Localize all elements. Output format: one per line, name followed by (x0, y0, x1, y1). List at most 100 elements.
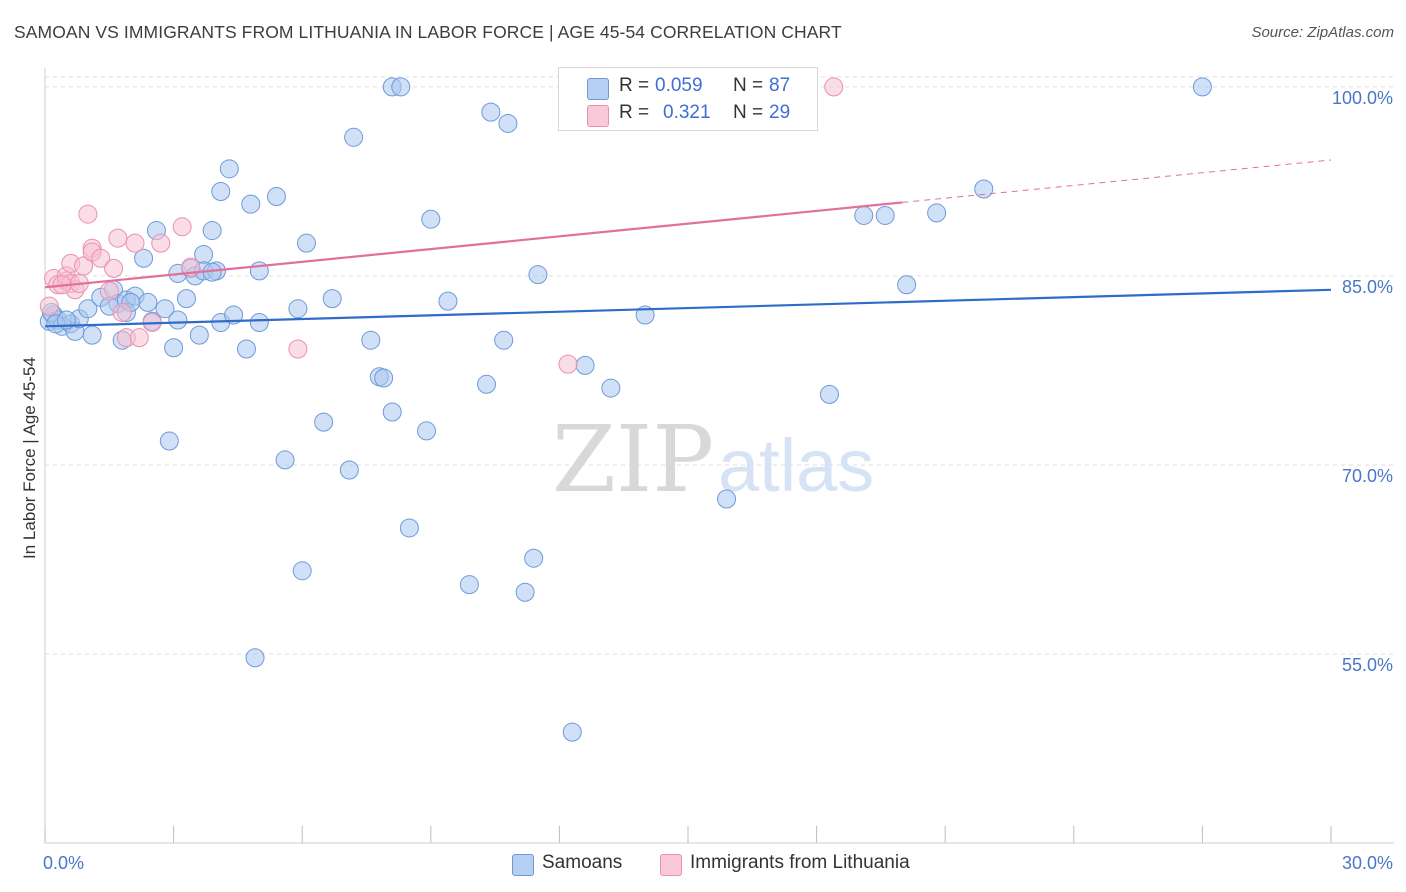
samoan-point (421, 209, 441, 229)
lithuania-point (74, 256, 94, 276)
samoan-point (219, 159, 239, 179)
points-layer (39, 77, 1212, 742)
samoan-point (78, 299, 98, 319)
bottom-legend-swatch-lithuania (660, 854, 682, 876)
samoan-point (134, 248, 154, 268)
samoan-point (164, 338, 184, 358)
samoan-point (974, 179, 994, 199)
samoan-point (438, 291, 458, 311)
legend-swatch-samoans (587, 78, 609, 100)
legend-r-value-samoans: 0.059 (655, 75, 703, 96)
samoan-point (296, 233, 316, 253)
lithuania-trend-line (44, 201, 903, 289)
samoan-point (374, 368, 394, 388)
samoan-point (528, 265, 548, 285)
samoan-point (322, 289, 342, 309)
samoan-point (159, 431, 179, 451)
legend-n-label: N = (733, 75, 764, 96)
labels-layer: 55.0% 70.0% 85.0% 100.0% 0.0% 30.0% (43, 88, 1393, 873)
samoan-point (236, 339, 256, 359)
samoan-point (391, 77, 411, 97)
samoan-point (382, 402, 402, 422)
legend-swatch-lithuania (587, 105, 609, 127)
samoan-point (202, 221, 222, 241)
legend-n-value-lithuania: 29 (769, 102, 791, 123)
legend-r-value-lithuania: 0.321 (663, 102, 711, 123)
samoan-point (275, 450, 295, 470)
bottom-legend-label-samoans: Samoans (542, 852, 623, 873)
samoan-point (515, 582, 535, 602)
legend-n-label: N = (733, 102, 764, 123)
lithuania-point (151, 233, 171, 253)
samoan-point (288, 299, 308, 319)
lithuania-point (104, 258, 124, 278)
samoan-point (138, 292, 158, 312)
bottom-legend-label-lithuania: Immigrants from Lithuania (690, 852, 910, 873)
legend-n-value-samoans: 87 (769, 75, 791, 96)
lithuania-point (172, 217, 192, 237)
legend-r-label: R = (619, 102, 650, 123)
chart-title: SAMOAN VS IMMIGRANTS FROM LITHUANIA IN L… (14, 22, 842, 42)
samoan-point (1192, 77, 1212, 97)
samoan-point (168, 310, 188, 330)
source-credit: Source: ZipAtlas.com (1251, 24, 1394, 41)
lithuania-point (112, 302, 132, 322)
lithuania-point (558, 354, 578, 374)
lithuania-point (129, 328, 149, 348)
trend-layer (44, 159, 1332, 328)
samoan-point (399, 518, 419, 538)
samoan-point (717, 489, 737, 509)
samoan-trend-line (44, 288, 1332, 328)
samoan-point (224, 305, 244, 325)
samoan-point (241, 194, 261, 214)
samoan-point (266, 187, 286, 207)
samoan-point (339, 460, 359, 480)
lithuania-point (288, 339, 308, 359)
samoan-point (575, 355, 595, 375)
lithuania-point (824, 77, 844, 97)
samoan-point (189, 325, 209, 345)
y-tick-label: 55.0% (1342, 655, 1393, 675)
samoan-point (477, 374, 497, 394)
y-tick-label: 85.0% (1342, 277, 1393, 297)
samoan-point (562, 722, 582, 742)
samoan-point (249, 313, 269, 333)
samoan-point (875, 205, 895, 225)
watermark: ZIP atlas (552, 406, 874, 513)
samoan-point (897, 275, 917, 295)
samoan-point (176, 289, 196, 309)
axis-layer (44, 68, 1394, 844)
samoan-point (601, 378, 621, 398)
lithuania-point (99, 281, 119, 301)
stats-legend: R = 0.059 N = 87 R = 0.321 N = 29 (558, 67, 818, 131)
grid-layer (45, 76, 1394, 655)
x-tick-label-min: 0.0% (43, 853, 84, 873)
legend-r-label: R = (619, 75, 650, 96)
y-axis-title: In Labor Force | Age 45-54 (20, 357, 39, 559)
watermark-atlas: atlas (718, 424, 874, 507)
samoan-point (927, 203, 947, 223)
y-tick-label: 100.0% (1332, 88, 1393, 108)
bottom-legend-swatch-samoans (512, 854, 534, 876)
samoan-point (498, 113, 518, 133)
y-tick-label: 70.0% (1342, 466, 1393, 486)
samoan-point (245, 648, 265, 668)
lithuania-point (91, 248, 111, 268)
samoan-point (417, 421, 437, 441)
samoan-point (292, 561, 312, 581)
watermark-zip: ZIP (552, 406, 714, 513)
lithuania-point (125, 233, 145, 253)
samoan-point (82, 325, 102, 345)
samoan-point (854, 205, 874, 225)
lithuania-point (108, 228, 128, 248)
lithuania-trend-extension (902, 159, 1332, 203)
lithuania-point (78, 204, 98, 224)
x-tick-label-max: 30.0% (1342, 853, 1393, 873)
samoan-point (524, 548, 544, 568)
lithuania-point (39, 296, 59, 316)
samoan-point (211, 181, 231, 201)
samoan-point (155, 299, 175, 319)
samoan-point (494, 330, 514, 350)
samoan-point (459, 575, 479, 595)
